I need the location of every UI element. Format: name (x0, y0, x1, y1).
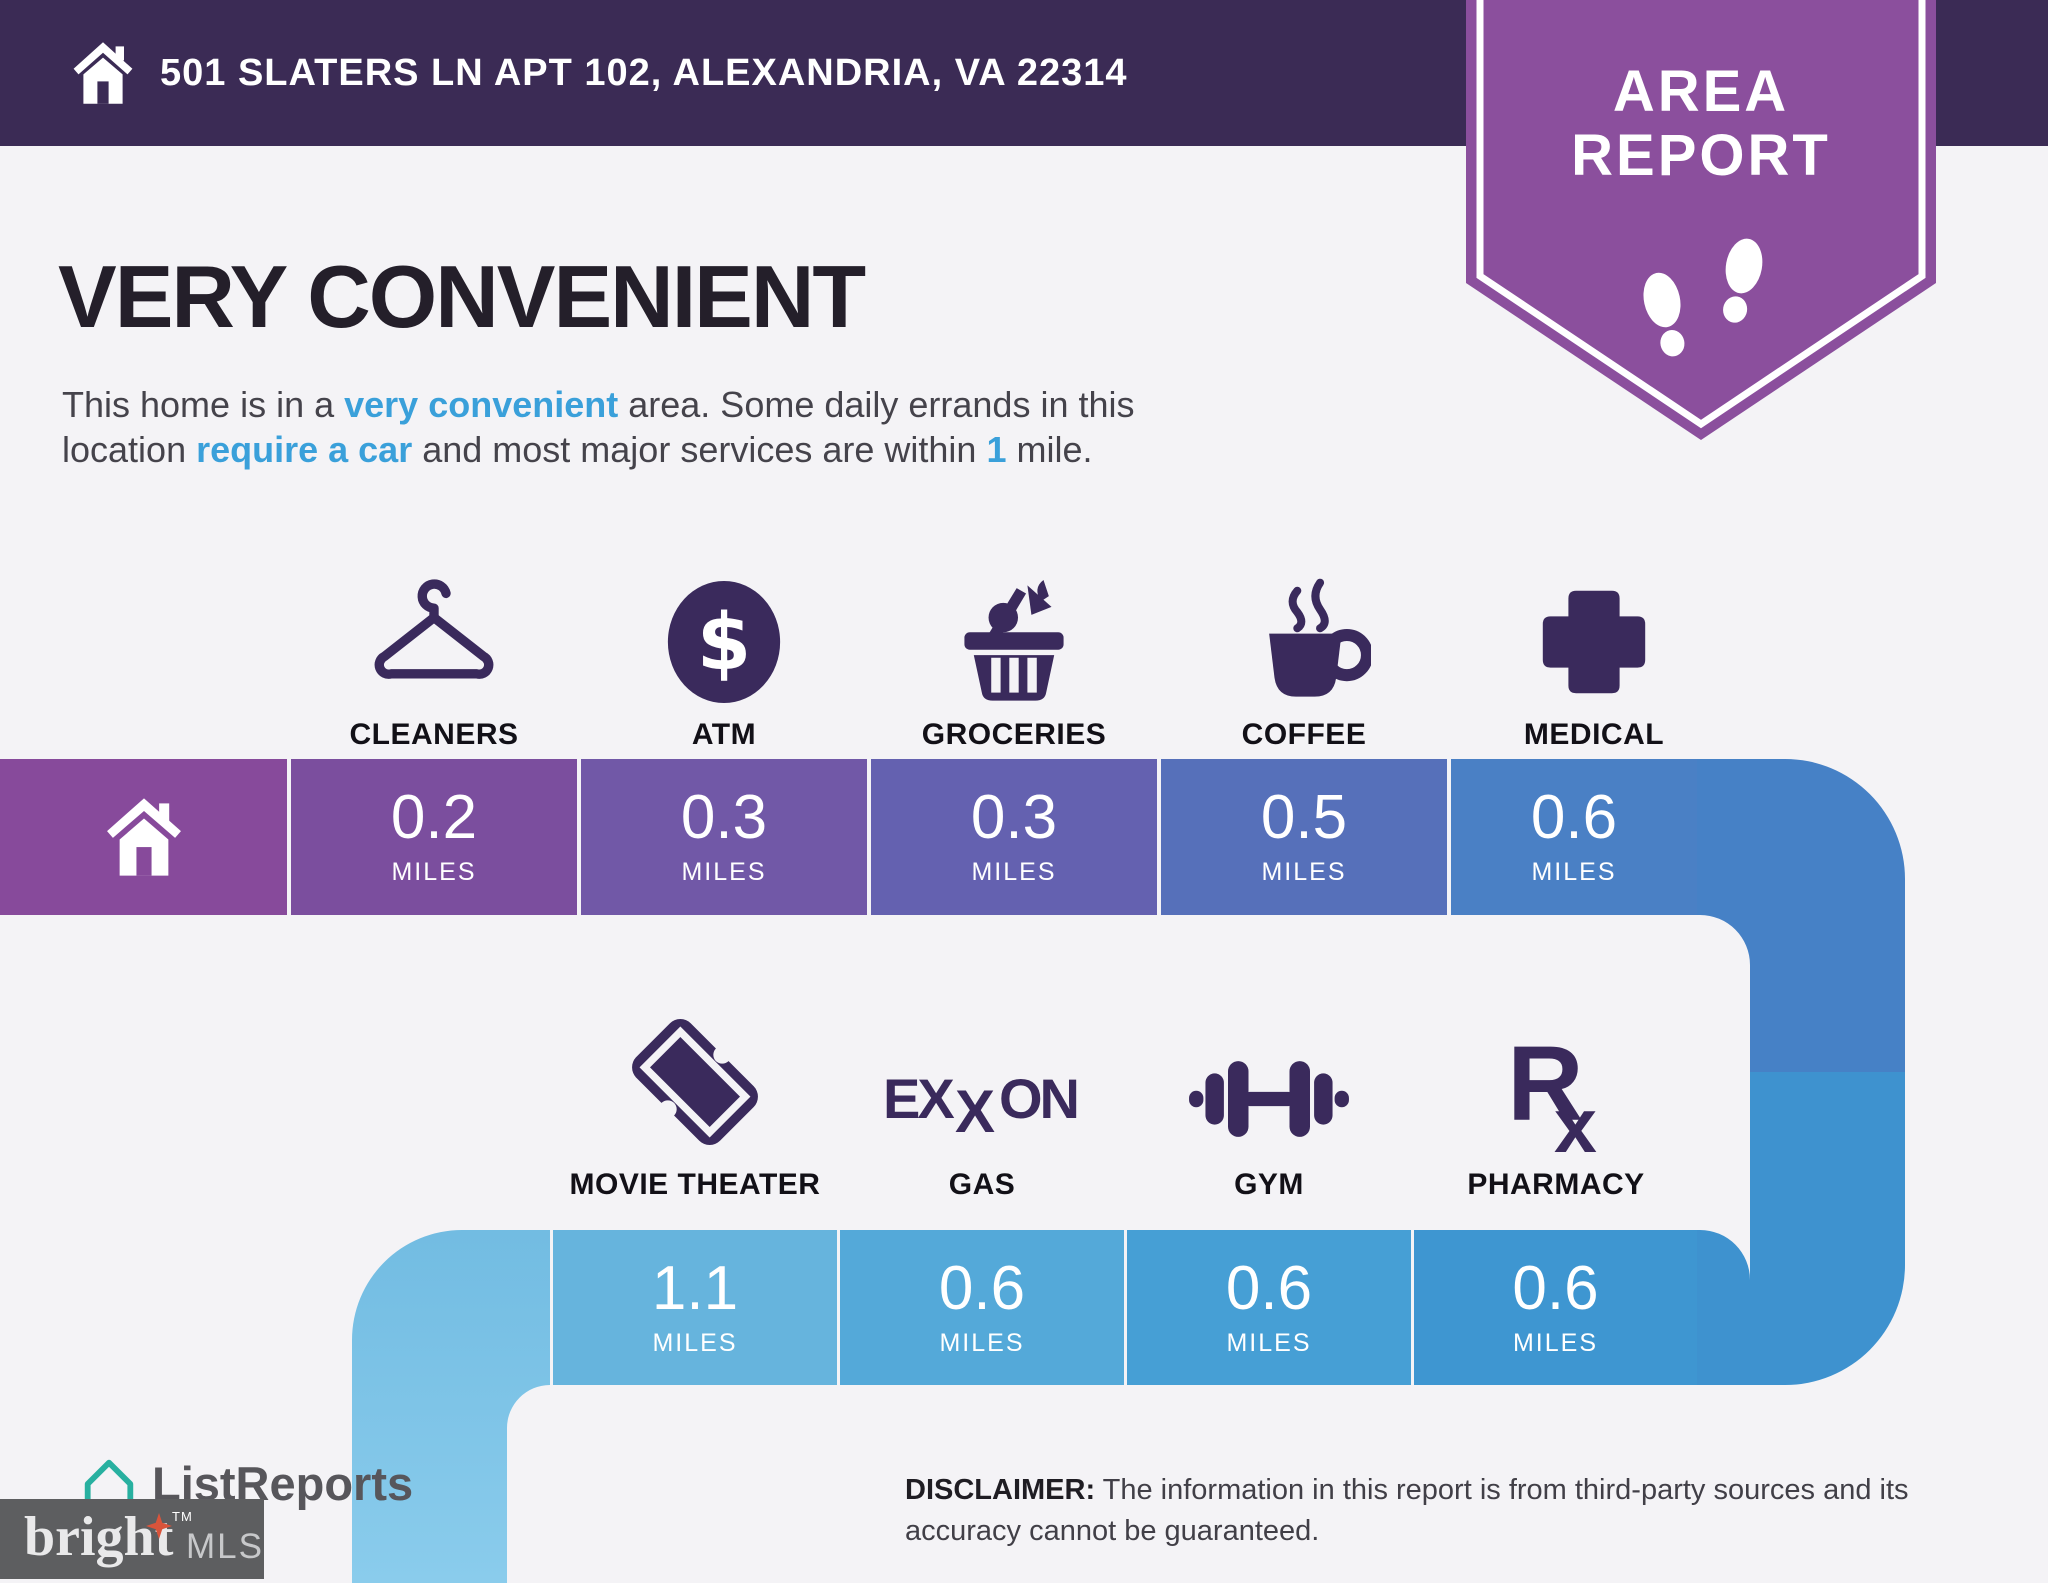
category-pharmacy: R x PHARMACY (1406, 1000, 1706, 1202)
home-tile (0, 759, 287, 915)
dollar-symbol: $ (697, 598, 751, 688)
distance-value: 0.2 (390, 783, 478, 852)
exxon-part1: EX (883, 1067, 954, 1130)
distance-unit: MILES (1226, 1328, 1312, 1357)
category-label: CLEANERS (349, 718, 519, 751)
rx-part-r: R (1507, 1024, 1583, 1142)
category-label: GAS (948, 1168, 1016, 1201)
distance-unit: MILES (391, 858, 477, 886)
category-movie-theater: MOVIE THEATER (545, 1000, 845, 1202)
distance-tile-gas: 0.6 MILES (840, 1230, 1124, 1385)
intro-seg: and most major services are within (412, 429, 987, 471)
distance-tile-cleaners: 0.2 MILES (291, 759, 577, 915)
bright-wordmark: bright (24, 1506, 174, 1568)
distance-tile-pharmacy: 0.6 MILES (1414, 1230, 1697, 1385)
intro-highlight: very convenient (344, 384, 619, 425)
bright-mls-logo: bright TM MLS (0, 1499, 264, 1579)
category-label: ATM (691, 718, 757, 751)
distance-value: 0.5 (1260, 783, 1348, 852)
area-report-ribbon (1466, 0, 1936, 440)
disclaimer-text: The information in this report is from t… (905, 1474, 1909, 1547)
distance-value: 1.1 (651, 1253, 739, 1323)
ribbon-inner-border (1476, 0, 1926, 429)
category-coffee: COFFEE (1154, 556, 1454, 752)
trademark-symbol: TM (172, 1509, 193, 1524)
badge-title-line2: REPORT (1571, 123, 1831, 188)
ticket-icon (632, 1019, 758, 1145)
distance-unit: MILES (1531, 858, 1617, 886)
rx-icon: R x (1507, 1024, 1597, 1156)
exxon-logo: EX X ON (883, 1067, 1080, 1145)
distance-value: 0.6 (1530, 783, 1618, 852)
property-address: 501 SLATERS LN APT 102, ALEXANDRIA, VA 2… (160, 51, 1128, 94)
road-right-lower (1697, 1072, 1905, 1385)
category-medical: MEDICAL (1444, 556, 1744, 752)
category-label: PHARMACY (1467, 1168, 1645, 1201)
mls-wordmark: MLS (186, 1527, 264, 1566)
intro-seg: location (62, 429, 197, 471)
category-label: COFFEE (1241, 718, 1367, 751)
distance-value: 0.3 (680, 783, 768, 852)
exxon-part2: X (955, 1078, 995, 1145)
dollar-icon: $ (667, 581, 781, 703)
intro-seg: area. Some daily errands in this (618, 384, 1135, 425)
road-right-upper (1697, 759, 1905, 1072)
rx-part-x: x (1554, 1083, 1597, 1156)
home-door (135, 847, 152, 876)
distance-value: 0.6 (1512, 1253, 1599, 1323)
category-atm: $ ATM (574, 556, 874, 752)
category-label: MOVIE THEATER (569, 1168, 821, 1201)
distance-tile-medical: 0.6 MILES (1451, 759, 1697, 915)
distance-unit: MILES (652, 1328, 738, 1357)
exxon-part3: ON (999, 1067, 1077, 1130)
distance-tile-movie-theater: 1.1 MILES (553, 1230, 837, 1385)
category-cleaners: CLEANERS (284, 556, 584, 752)
category-gas: EX X ON GAS (832, 1000, 1132, 1202)
coffee-icon (1269, 578, 1371, 697)
category-label: GYM (1234, 1168, 1304, 1201)
home-icon (106, 798, 181, 876)
intro-seg: This home is in a (62, 384, 345, 425)
distance-tile-atm: 0.3 MILES (581, 759, 867, 915)
intro-highlight: require a car (196, 429, 413, 471)
star-icon (146, 1513, 172, 1539)
distance-value: 0.6 (1225, 1253, 1313, 1323)
category-groceries: GROCERIES (864, 556, 1164, 752)
disclaimer-label: DISCLAIMER: (905, 1474, 1096, 1506)
disclaimer: DISCLAIMER: The information in this repo… (905, 1470, 2005, 1551)
basket-icon (964, 580, 1064, 701)
category-gym: GYM (1119, 1000, 1419, 1202)
distance-unit: MILES (939, 1328, 1025, 1357)
hanger-icon (374, 579, 494, 679)
page-title: VERY CONVENIENT (58, 247, 866, 346)
intro-highlight: 1 (986, 429, 1007, 471)
distance-unit: MILES (1512, 1328, 1599, 1357)
distance-value: 0.3 (970, 783, 1058, 852)
category-label: GROCERIES (921, 718, 1107, 751)
distance-tile-coffee: 0.5 MILES (1161, 759, 1447, 915)
distance-tile-gym: 0.6 MILES (1127, 1230, 1411, 1385)
footprints-icon (1643, 238, 1763, 357)
distance-unit: MILES (681, 858, 767, 886)
road-left-connector (352, 1230, 550, 1583)
category-label: MEDICAL (1523, 718, 1665, 751)
home-icon (73, 42, 133, 104)
distance-unit: MILES (971, 858, 1057, 886)
home-door (97, 81, 109, 104)
distance-value: 0.6 (938, 1253, 1026, 1323)
intro-paragraph: This home is in a very convenient area. … (62, 382, 1322, 473)
badge-title-line1: AREA (1612, 59, 1790, 124)
medical-cross-icon (1542, 590, 1646, 694)
distance-unit: MILES (1261, 858, 1347, 886)
distance-tile-groceries: 0.3 MILES (871, 759, 1157, 915)
intro-seg: mile. (1006, 429, 1093, 471)
dumbbell-icon (1189, 1061, 1349, 1137)
